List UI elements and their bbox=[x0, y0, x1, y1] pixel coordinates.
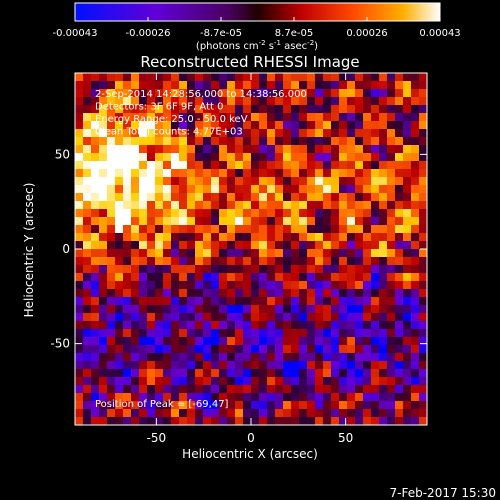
x-tick-label: 50 bbox=[338, 431, 353, 445]
image-annotations: 2-Sep-2014 14:28:56.000 to 14:38:56.000 D… bbox=[95, 89, 307, 138]
colorbar-tick-label: -0.00026 bbox=[126, 28, 171, 39]
y-tick-labels: -50 0 50 bbox=[50, 147, 70, 350]
x-tick-label: -50 bbox=[147, 431, 167, 445]
x-tick-label: 0 bbox=[247, 431, 255, 445]
colorbar-tick-label: 0.00043 bbox=[419, 28, 460, 39]
annotation-line: 2-Sep-2014 14:28:56.000 to 14:38:56.000 bbox=[95, 89, 307, 100]
colorbar-tick-label: -0.00043 bbox=[53, 28, 98, 39]
colorbar-ticks bbox=[74, 17, 441, 21]
y-tick-label: 50 bbox=[55, 147, 70, 161]
peak-position-label: Position of Peak = [-69,47] bbox=[95, 399, 229, 410]
chart-title: Reconstructed RHESSI Image bbox=[140, 53, 359, 71]
colorbar-tick-label: -8.7e-05 bbox=[200, 28, 242, 39]
colorbar-tick-labels: -0.00043 -0.00026 -8.7e-05 8.7e-05 0.00026 0.… bbox=[53, 28, 461, 39]
colorbar-tick-label: 0.00026 bbox=[346, 28, 387, 39]
colorbar-tick-label: 8.7e-05 bbox=[275, 28, 313, 39]
plot-date: 7-Feb-2017 15:30 bbox=[390, 486, 496, 500]
annotation-line: Detectors: 3F 6F 9F, Att 0 bbox=[95, 102, 223, 113]
heatmap-plot bbox=[75, 73, 427, 425]
axis-ticks bbox=[75, 73, 427, 425]
colorbar-unit-label: (photons cm-2 s-1 asec-2) bbox=[196, 39, 318, 52]
colorbar bbox=[74, 2, 441, 22]
x-tick-labels: -50 0 50 bbox=[147, 431, 354, 445]
annotation-line: Energy Range: 25.0 - 50.0 keV bbox=[95, 114, 248, 125]
y-axis-label: Heliocentric Y (arcsec) bbox=[22, 183, 36, 318]
annotation-line: Clean Total counts: 4.77E+03 bbox=[95, 127, 243, 138]
x-axis-label: Heliocentric X (arcsec) bbox=[182, 447, 318, 461]
y-tick-label: -50 bbox=[50, 337, 70, 351]
y-tick-label: 0 bbox=[62, 242, 70, 256]
